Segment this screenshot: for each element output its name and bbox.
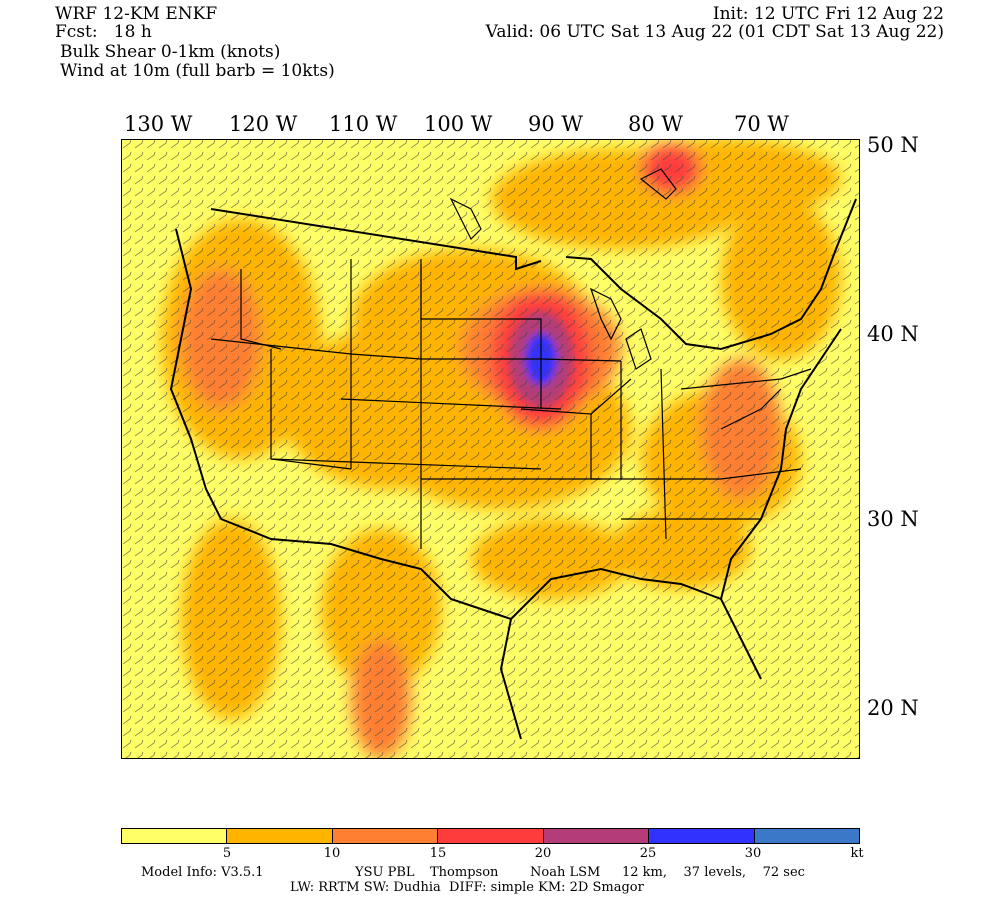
init-time: Init: 12 UTC Fri 12 Aug 22 [712,4,944,24]
latitude-label-50n: 50 N [867,133,919,157]
colorbar-unit-kt: kt [850,846,864,861]
colorbar-tick-10: 10 [323,846,341,861]
map-frame [121,139,860,759]
physics-info: LW: RRTM SW: Dudhia DIFF: simple KM: 2D … [290,880,644,895]
longitude-label-130w: 130 W [124,112,193,136]
latitude-label-30n: 30 N [867,507,919,531]
land-surface-model: Noah LSM [530,865,601,880]
shear-map [121,139,860,759]
colorbar-segment-0 [122,829,228,843]
colorbar-segment-1 [227,829,333,843]
colorbar-segment-5 [649,829,755,843]
longitude-label-80w: 80 W [628,112,683,136]
country-borders [169,198,857,740]
model-info: Model Info: V3.5.1 [141,865,264,880]
colorbar-segment-2 [332,829,439,843]
model-title: WRF 12-KM ENKF [55,4,218,24]
field-title: Bulk Shear 0-1km (knots) [60,42,281,62]
longitude-label-90w: 90 W [528,112,583,136]
microphysics-scheme: Thompson [430,865,499,880]
latitude-label-20n: 20 N [867,696,919,720]
wind-description: Wind at 10m (full barb = 10kts) [60,61,335,81]
longitude-label-70w: 70 W [734,112,789,136]
colorbar [121,828,860,844]
colorbar-tick-20: 20 [534,846,552,861]
pbl-scheme: YSU PBL [355,865,415,880]
valid-time: Valid: 06 UTC Sat 13 Aug 22 (01 CDT Sat … [485,22,944,42]
colorbar-tick-25: 25 [639,846,657,861]
forecast-hour: Fcst: 18 h [55,22,152,42]
grid-info: 12 km, 37 levels, 72 sec [622,865,805,880]
colorbar-tick-15: 15 [429,846,447,861]
colorbar-tick-30: 30 [744,846,762,861]
latitude-label-40n: 40 N [867,322,919,346]
wind-barbs [121,139,860,759]
colorbar-segment-6 [754,829,859,843]
longitude-label-110w: 110 W [329,112,398,136]
longitude-label-120w: 120 W [229,112,298,136]
state-borders [210,259,812,549]
lakes [449,168,677,370]
colorbar-segment-4 [543,829,650,843]
longitude-label-100w: 100 W [424,112,493,136]
colorbar-segment-3 [438,829,544,843]
colorbar-tick-5: 5 [222,846,232,861]
